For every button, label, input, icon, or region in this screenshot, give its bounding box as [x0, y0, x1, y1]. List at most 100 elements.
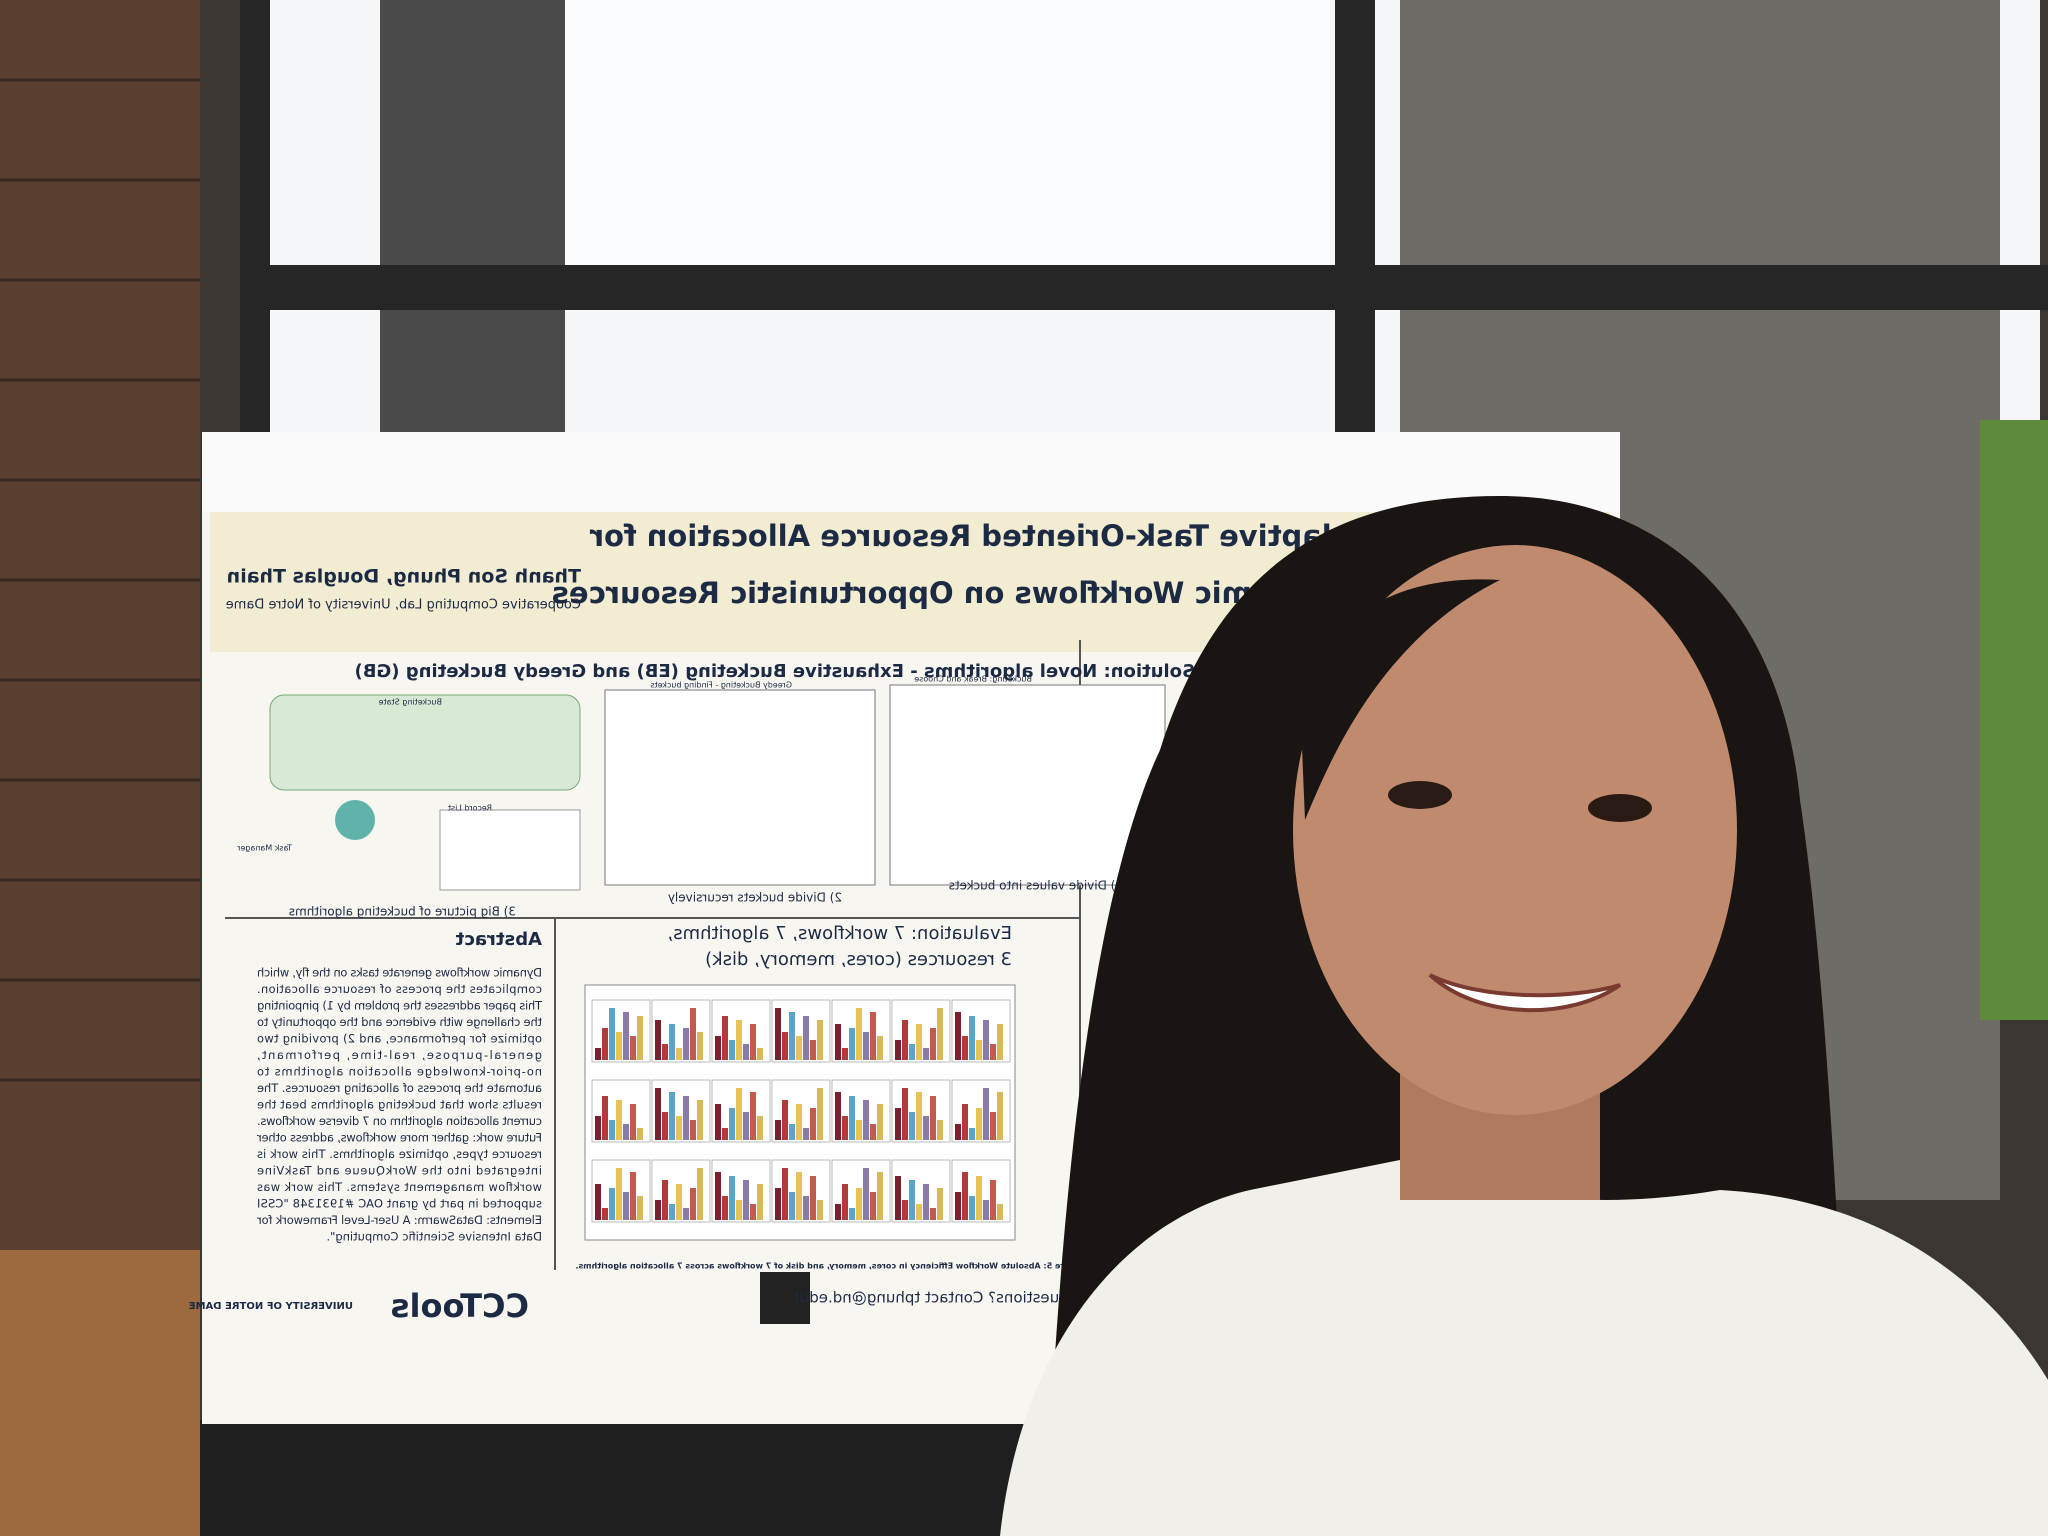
abstract-line: general-purpose, real-time, performant, — [257, 1048, 542, 1062]
bar — [775, 1008, 781, 1060]
bar — [923, 1048, 929, 1060]
bar — [715, 1036, 721, 1060]
bar — [895, 1040, 901, 1060]
abstract-line: optimize for performance, and 2) providi… — [257, 1032, 542, 1046]
abstract-line: This paper addresses the problem by 1) p… — [257, 999, 543, 1013]
figure-caption: 1) Divide values into buckets — [949, 879, 1123, 893]
bar — [789, 1124, 795, 1140]
poster-top — [202, 432, 1620, 512]
brick-mortar — [0, 78, 200, 1082]
bar — [715, 1172, 721, 1220]
panel-cell — [951, 999, 1011, 1063]
bar — [697, 1032, 703, 1060]
bar — [930, 1096, 936, 1140]
abstract-line: supported in part by grant OAC #1931348 … — [257, 1197, 542, 1211]
bar — [835, 1092, 841, 1140]
abstract-line: automate the process of allocating resou… — [257, 1081, 542, 1095]
diagram-label: Greedy Bucketing - Finding buckets — [650, 681, 792, 690]
bar — [997, 1024, 1003, 1060]
panel-cell — [711, 1159, 771, 1223]
bar — [923, 1116, 929, 1140]
bar — [803, 1016, 809, 1060]
diagram-node — [335, 800, 375, 840]
bar — [743, 1112, 749, 1140]
bar — [729, 1108, 735, 1140]
bar — [662, 1180, 668, 1220]
bar — [983, 1088, 989, 1140]
bar — [775, 1120, 781, 1140]
diagram-box — [269, 694, 581, 791]
bar — [955, 1124, 961, 1140]
authors: Thanh Son Phung, Douglas Thain — [227, 566, 581, 588]
bar — [969, 1128, 975, 1140]
abstract-line: current allocation algorithm on 7 divers… — [257, 1114, 542, 1128]
panel-cell — [651, 1079, 711, 1143]
wood-floor — [0, 1250, 200, 1536]
bar — [937, 1120, 943, 1140]
section-heading: Solution: Novel algorithms - Exhaustive … — [355, 661, 1195, 682]
diagram-box — [604, 689, 876, 886]
panel-cell — [591, 1159, 651, 1223]
bar — [662, 1112, 668, 1140]
bar — [630, 1036, 636, 1060]
bar — [630, 1172, 636, 1220]
bar — [750, 1024, 756, 1060]
abstract-line: Elements: DataSwarm: A User-Level Framew… — [257, 1213, 542, 1227]
abstract-line: resource types, optimize algorithms. Thi… — [257, 1147, 542, 1161]
bar — [916, 1092, 922, 1140]
bar — [997, 1204, 1003, 1220]
bar — [602, 1096, 608, 1140]
bar — [849, 1028, 855, 1060]
panel-cell — [891, 1159, 951, 1223]
panel-cell — [891, 999, 951, 1063]
bar — [637, 1196, 643, 1220]
window-frame — [240, 265, 2048, 310]
bar — [736, 1088, 742, 1140]
window-pane — [560, 0, 1330, 275]
bar — [623, 1124, 629, 1140]
bar — [789, 1192, 795, 1220]
bar — [676, 1116, 682, 1140]
bar — [962, 1172, 968, 1220]
panel-cell — [831, 1079, 891, 1143]
bar — [722, 1016, 728, 1060]
panel-cell — [831, 999, 891, 1063]
panel-cell — [891, 1079, 951, 1143]
bar — [736, 1200, 742, 1220]
bar — [969, 1016, 975, 1060]
bar — [856, 1120, 862, 1140]
record-table — [439, 809, 581, 891]
figure-caption: Figure 5: Absolute Workflow Efficiency i… — [575, 1262, 1084, 1271]
bar — [655, 1200, 661, 1220]
bar — [803, 1128, 809, 1140]
bar — [909, 1180, 915, 1220]
bar — [849, 1096, 855, 1140]
bar — [796, 1172, 802, 1220]
diagram-label: Bucketing State — [378, 698, 442, 707]
bar — [757, 1048, 763, 1060]
abstract-line: the challenge with evidence and the oppo… — [257, 1015, 542, 1029]
bar — [616, 1100, 622, 1140]
bar — [697, 1100, 703, 1140]
diagram-label: Bucketing: Break and Choose — [914, 675, 1032, 684]
bar — [609, 1008, 615, 1060]
bar — [616, 1168, 622, 1220]
bar — [877, 1036, 883, 1060]
bar — [782, 1168, 788, 1220]
bar — [849, 1208, 855, 1220]
panel-cell — [651, 1159, 711, 1223]
bar — [902, 1200, 908, 1220]
abstract-line: Dynamic workflows generate tasks on the … — [257, 966, 542, 980]
panel-cell — [591, 999, 651, 1063]
bar — [662, 1044, 668, 1060]
bar — [863, 1032, 869, 1060]
bar — [863, 1168, 869, 1220]
panel-cell — [711, 999, 771, 1063]
section-heading: Evaluation: 7 workflows, 7 algorithms, — [667, 923, 1012, 944]
bar — [817, 1200, 823, 1220]
bar — [796, 1104, 802, 1140]
bar — [655, 1020, 661, 1060]
bar — [930, 1028, 936, 1060]
bar — [902, 1020, 908, 1060]
